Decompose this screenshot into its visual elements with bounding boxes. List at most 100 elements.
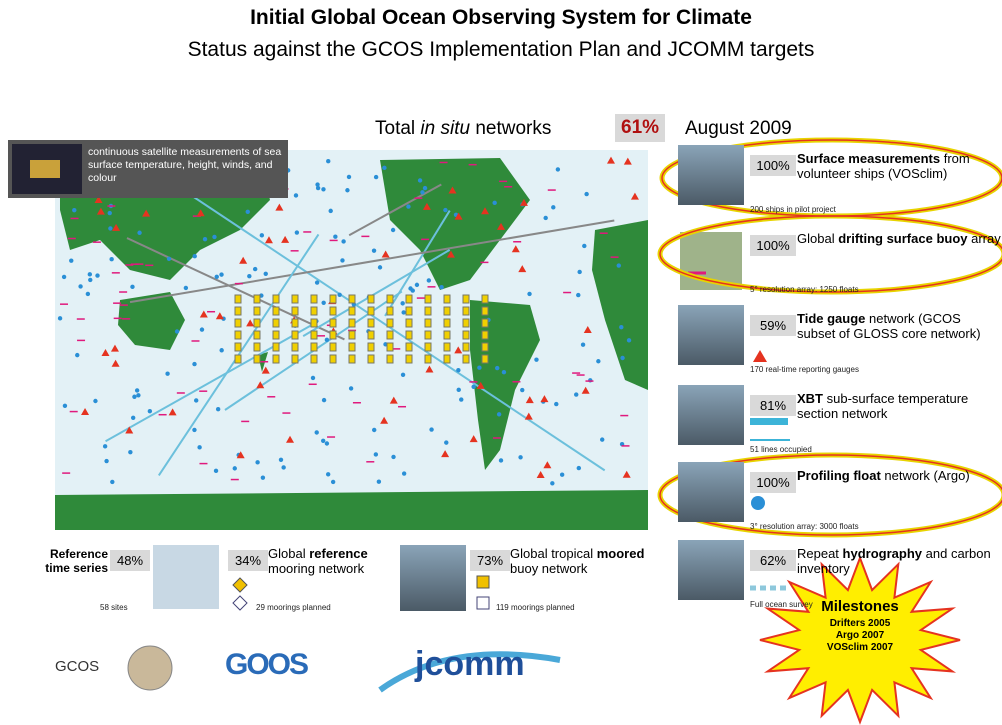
marker — [253, 330, 261, 340]
marker — [550, 481, 555, 486]
marker — [417, 178, 423, 183]
logo-goos: GOOS — [225, 648, 309, 681]
marker — [426, 278, 432, 283]
mooring-icon — [232, 577, 248, 593]
marker — [72, 207, 77, 213]
marker — [520, 387, 525, 393]
subtitle: Status against the GCOS Implementation P… — [187, 38, 815, 61]
marker — [481, 330, 489, 340]
percent: 34% — [228, 550, 268, 571]
marker — [405, 342, 413, 352]
percent: 81% — [750, 395, 796, 416]
marker — [286, 435, 295, 443]
label-part: Global tropical — [510, 546, 594, 561]
marker — [348, 294, 356, 304]
marker — [314, 280, 320, 285]
marker — [477, 365, 482, 370]
photo — [678, 385, 744, 445]
marker — [443, 354, 451, 364]
marker — [382, 165, 387, 171]
marker — [291, 294, 299, 304]
marker — [414, 282, 420, 288]
marker — [456, 368, 461, 373]
marker — [348, 183, 442, 237]
argo-icon — [751, 496, 765, 510]
marker — [386, 318, 394, 328]
marker — [253, 294, 261, 304]
gcos-emblem — [127, 645, 173, 691]
marker — [234, 342, 242, 352]
marker — [476, 381, 485, 389]
marker — [61, 274, 67, 280]
photo — [678, 540, 744, 600]
photo — [678, 145, 744, 205]
marker — [443, 318, 451, 328]
marker — [112, 223, 121, 231]
marker — [348, 306, 356, 316]
marker — [329, 330, 337, 340]
label-part: XBT — [797, 391, 823, 406]
marker — [536, 471, 545, 479]
marker — [626, 338, 632, 343]
marker — [381, 250, 390, 258]
label-part: reference — [309, 546, 368, 561]
tao-icon — [476, 575, 490, 589]
marker — [161, 175, 606, 472]
marker — [386, 354, 394, 364]
label-part: Tide gauge — [797, 311, 866, 326]
marker — [94, 195, 103, 203]
marker — [576, 465, 582, 471]
marker — [234, 306, 242, 316]
marker — [400, 372, 406, 378]
marker — [194, 398, 199, 403]
marker — [481, 207, 490, 215]
marker — [88, 277, 93, 283]
note: 119 moorings planned — [496, 603, 575, 612]
marker — [109, 257, 114, 262]
label-part: Global — [268, 546, 306, 561]
percent: 62% — [750, 550, 796, 571]
marker — [212, 234, 217, 240]
continents — [55, 158, 648, 530]
marker — [481, 342, 489, 352]
marker — [405, 306, 413, 316]
marker — [310, 342, 318, 352]
marker — [348, 342, 356, 352]
marker — [443, 342, 451, 352]
marker — [555, 167, 561, 172]
marker — [574, 392, 579, 397]
marker — [469, 435, 478, 443]
marker — [341, 239, 346, 244]
marker — [232, 466, 237, 471]
marker — [462, 354, 470, 364]
marker — [192, 427, 197, 433]
tide-icon — [753, 350, 767, 362]
marker — [448, 186, 457, 194]
marker — [405, 318, 413, 328]
marker — [272, 354, 280, 364]
note: 200 ships in pilot project — [750, 205, 836, 214]
marker — [215, 406, 221, 412]
marker — [606, 156, 615, 164]
marker — [424, 294, 432, 304]
satellite-icon — [30, 160, 60, 178]
marker — [234, 318, 242, 328]
marker — [495, 365, 500, 371]
mooring-planned-icon — [232, 595, 248, 611]
milestones-list: Drifters 2005 Argo 2007 VOSclim 2007 — [810, 618, 910, 654]
marker — [408, 286, 413, 291]
marker — [582, 243, 587, 249]
marker — [519, 198, 528, 206]
note: 170 real-time reporting gauges — [750, 365, 859, 374]
label-part: network (GCOS subset of GLOSS core netwo… — [797, 311, 981, 341]
marker — [462, 306, 470, 316]
photo — [400, 545, 466, 611]
marker — [272, 318, 280, 328]
percent: 59% — [750, 315, 796, 336]
marker — [137, 230, 142, 235]
marker — [518, 455, 523, 460]
marker — [196, 209, 205, 217]
marker — [401, 471, 407, 476]
label-part: hydrography — [842, 546, 923, 561]
marker — [481, 306, 489, 316]
